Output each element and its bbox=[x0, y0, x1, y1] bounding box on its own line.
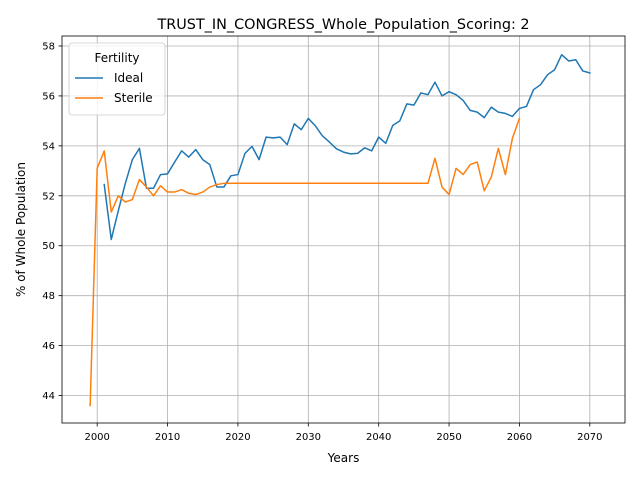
y-tick-label: 48 bbox=[42, 291, 55, 302]
series-line-sterile bbox=[89, 117, 521, 407]
x-tick-label: 2070 bbox=[577, 432, 602, 443]
y-axis-label: % of Whole Population bbox=[14, 162, 28, 297]
y-tick-label: 44 bbox=[42, 391, 55, 402]
y-axis-ticks: 44 46 48 50 52 54 56 58 bbox=[42, 41, 62, 402]
x-tick-label: 2010 bbox=[155, 432, 180, 443]
x-axis-ticks: 2000 2010 2020 2030 2040 2050 2060 2070 bbox=[84, 423, 603, 443]
legend-label-ideal: Ideal bbox=[114, 71, 143, 85]
y-tick-label: 50 bbox=[42, 241, 55, 252]
grid-lines bbox=[62, 36, 625, 423]
x-tick-label: 2040 bbox=[366, 432, 391, 443]
axes-frame bbox=[61, 35, 626, 424]
y-tick-label: 52 bbox=[42, 191, 55, 202]
legend: Fertility Ideal Sterile bbox=[68, 42, 166, 116]
chart-title: TRUST_IN_CONGRESS_Whole_Population_Scori… bbox=[156, 17, 529, 33]
legend-box bbox=[68, 42, 166, 116]
series-line-ideal bbox=[103, 53, 591, 241]
x-axis-label: Years bbox=[327, 451, 360, 465]
x-tick-label: 2020 bbox=[225, 432, 250, 443]
legend-title: Fertility bbox=[94, 51, 139, 65]
x-tick-label: 2050 bbox=[436, 432, 461, 443]
x-tick-label: 2000 bbox=[84, 432, 109, 443]
y-tick-label: 54 bbox=[42, 141, 55, 152]
legend-label-sterile: Sterile bbox=[114, 91, 153, 105]
x-tick-label: 2060 bbox=[507, 432, 532, 443]
series-layer bbox=[89, 53, 591, 407]
y-tick-label: 56 bbox=[42, 91, 55, 102]
x-tick-label: 2030 bbox=[296, 432, 321, 443]
y-tick-label: 46 bbox=[42, 341, 55, 352]
y-tick-label: 58 bbox=[42, 41, 55, 52]
